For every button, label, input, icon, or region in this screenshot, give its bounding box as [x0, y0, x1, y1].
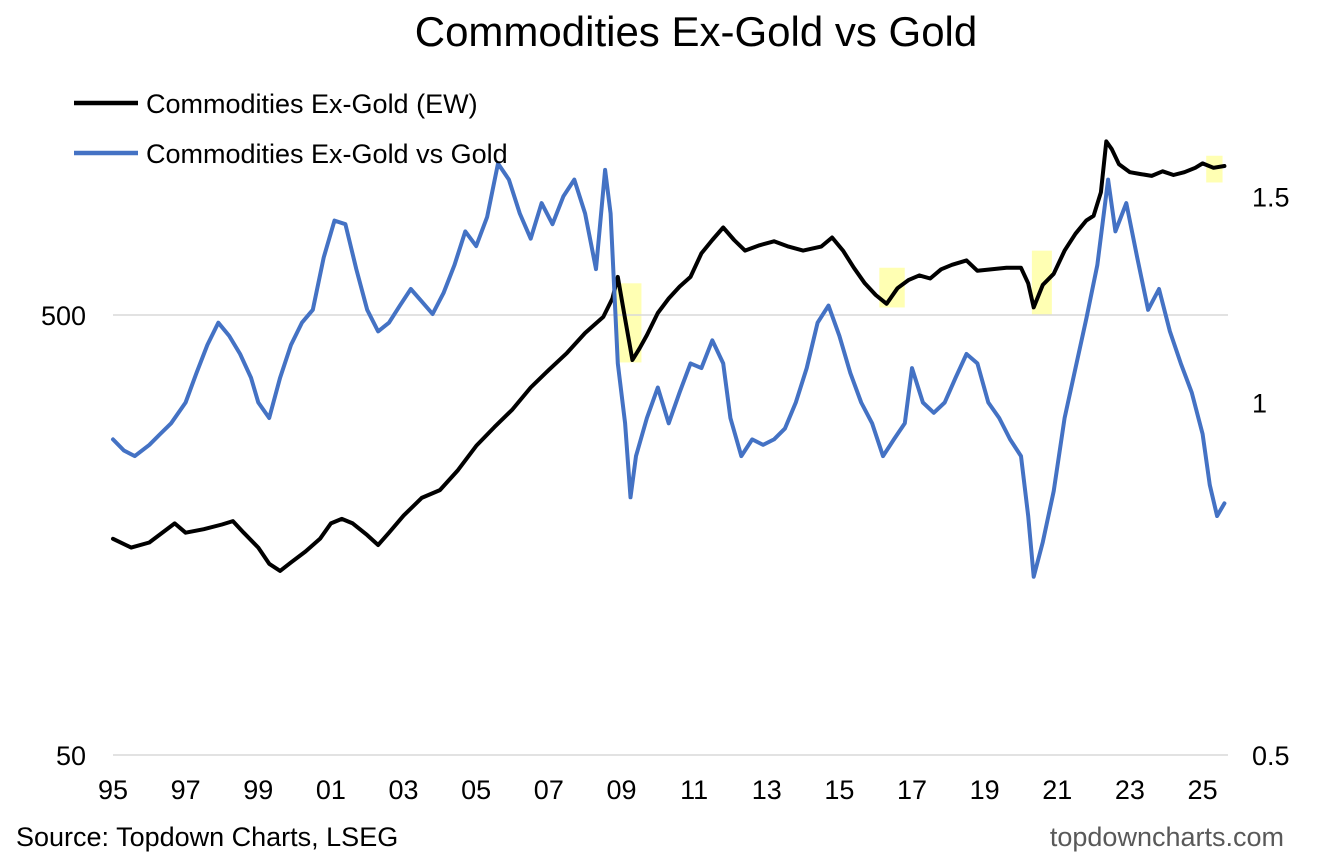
series-lines	[111, 139, 1227, 579]
x-tick-17: 17	[897, 775, 927, 805]
source-note: Source: Topdown Charts, LSEG	[16, 822, 399, 852]
x-tick-97: 97	[171, 775, 201, 805]
highlight-bands	[616, 155, 1223, 363]
x-tick-21: 21	[1042, 775, 1072, 805]
x-tick-23: 23	[1115, 775, 1145, 805]
x-tick-15: 15	[824, 775, 854, 805]
x-tick-95: 95	[98, 775, 128, 805]
gridlines	[113, 314, 1228, 756]
x-tick-01: 01	[316, 775, 346, 805]
x-tick-07: 07	[534, 775, 564, 805]
x-tick-19: 19	[970, 775, 1000, 805]
y-axis-right: 1.5 1 0.5	[1252, 182, 1290, 771]
x-tick-13: 13	[752, 775, 782, 805]
x-tick-05: 05	[461, 775, 491, 805]
y-left-tick-50: 50	[56, 741, 86, 771]
x-tick-25: 25	[1188, 775, 1218, 805]
series-line-ex-gold-vs-gold	[111, 161, 1227, 579]
x-axis: 95 97 99 01 03 05 07 09 11 13 15 17 19 21 23 25	[98, 775, 1218, 805]
x-tick-09: 09	[606, 775, 636, 805]
y-right-tick-1: 1	[1252, 389, 1267, 419]
x-tick-03: 03	[389, 775, 419, 805]
series-line-commodities-ex-gold	[111, 139, 1227, 573]
x-tick-11: 11	[680, 775, 708, 805]
x-tick-99: 99	[243, 775, 273, 805]
y-right-tick-0.5: 0.5	[1252, 741, 1290, 771]
chart-title: Commodities Ex-Gold vs Gold	[415, 8, 978, 55]
y-axis-left: 500 50	[41, 301, 86, 771]
brand-watermark: topdowncharts.com	[1049, 822, 1284, 852]
legend-label-2: Commodities Ex-Gold vs Gold	[146, 139, 508, 169]
y-right-tick-1.5: 1.5	[1252, 182, 1290, 212]
y-left-tick-500: 500	[41, 301, 86, 331]
legend: Commodities Ex-Gold (EW) Commodities Ex-G…	[74, 89, 508, 169]
legend-label-1: Commodities Ex-Gold (EW)	[146, 89, 478, 119]
